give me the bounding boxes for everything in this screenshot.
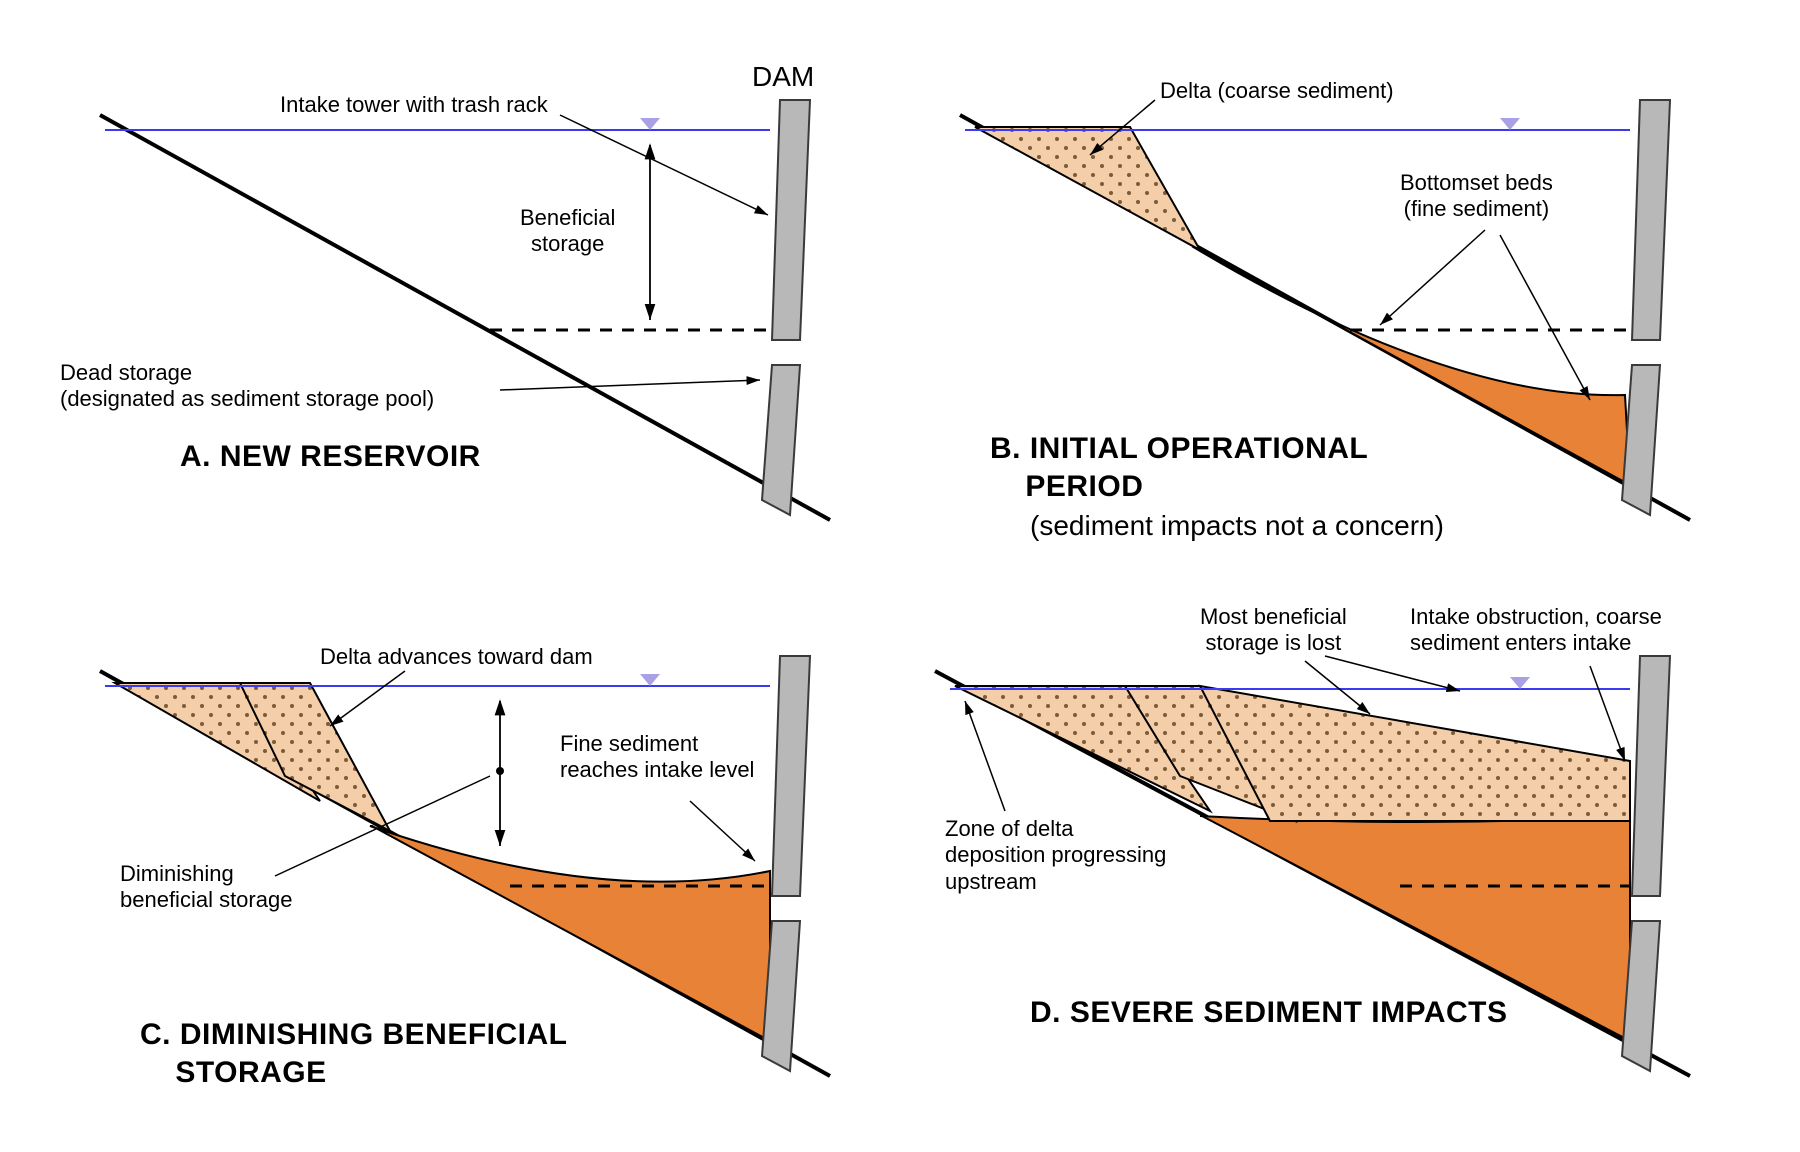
label-dead: Dead storage (designated as sediment sto… [60, 360, 434, 413]
dam-header: DAM [752, 60, 814, 94]
panel-b: Delta (coarse sediment) Bottomset beds (… [900, 0, 1800, 576]
panel-b-title: B. INITIAL OPERATIONAL PERIOD [990, 430, 1368, 505]
label-delta-advance: Delta advances toward dam [320, 644, 593, 670]
label-diminishing: Diminishing beneficial storage [120, 861, 292, 914]
label-beneficial: Beneficial storage [520, 205, 615, 258]
label-delta: Delta (coarse sediment) [1160, 78, 1394, 104]
label-fine-intake: Fine sediment reaches intake level [560, 731, 754, 784]
panel-a-title: A. NEW RESERVOIR [180, 440, 481, 474]
label-zone: Zone of delta deposition progressing ups… [945, 816, 1166, 895]
panel-d-title: D. SEVERE SEDIMENT IMPACTS [1030, 996, 1508, 1030]
label-most-lost: Most beneficial storage is lost [1200, 604, 1347, 657]
label-obstruction: Intake obstruction, coarse sediment ente… [1410, 604, 1662, 657]
panel-grid: DAM Intake tower with trash rack Benefic… [0, 0, 1800, 1152]
panel-c-title: C. DIMINISHING BENEFICIAL STORAGE [140, 1016, 568, 1091]
label-bottomset: Bottomset beds (fine sediment) [1400, 170, 1553, 223]
panel-b-subtitle: (sediment impacts not a concern) [1030, 510, 1444, 542]
panel-a: DAM Intake tower with trash rack Benefic… [0, 0, 900, 576]
panel-c: Delta advances toward dam Fine sediment … [0, 576, 900, 1152]
label-intake: Intake tower with trash rack [280, 92, 548, 118]
panel-d: Zone of delta deposition progressing ups… [900, 576, 1800, 1152]
